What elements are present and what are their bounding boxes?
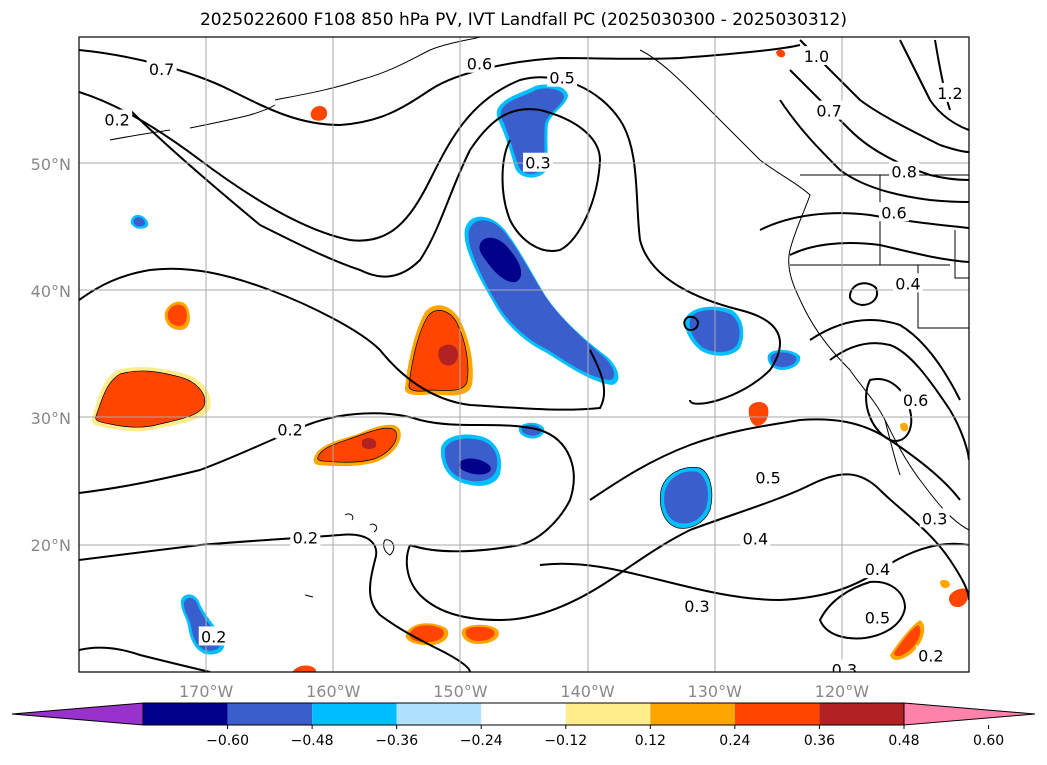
colorbar-extend-low xyxy=(11,702,144,726)
colorbar-cell xyxy=(143,703,228,725)
contour-label-text: 0.3 xyxy=(525,154,550,173)
contour-label: 0.6 xyxy=(464,53,495,74)
colorbar-tick-label: 0.24 xyxy=(719,733,750,749)
colorbar-tick-label: −0.36 xyxy=(375,733,418,749)
contour-label: 0.2 xyxy=(290,527,321,547)
colorbar-cell xyxy=(819,703,904,725)
positive-pv-shading xyxy=(91,49,969,672)
contour-label-text: 0.5 xyxy=(755,469,780,488)
colorbar-cell xyxy=(312,703,397,725)
contour-label-text: 0.2 xyxy=(277,420,302,439)
colorbar-cell xyxy=(565,703,651,725)
shading-outlines xyxy=(95,310,713,529)
contour-label: 0.5 xyxy=(862,607,893,627)
colorbar-cell xyxy=(481,703,566,725)
contour-label: 0.5 xyxy=(547,67,578,88)
lon-tick-label: 150°W xyxy=(433,682,488,701)
contour-labels: 0.7 0.6 0.5 0.2 1.0 0.7 1.2 0.3 0.8 0.6 0.4 0.6 0.2 0… xyxy=(102,46,965,679)
contour-label-text: 0.5 xyxy=(549,69,574,88)
map-title: 2025022600 F108 850 hPa PV, IVT Landfall… xyxy=(199,10,847,30)
lat-tick-label: 20°N xyxy=(31,536,71,555)
latitude-labels: 50°N 40°N 30°N 20°N xyxy=(31,155,71,555)
contour-label: 0.8 xyxy=(889,161,920,182)
contour-label-text: 0.2 xyxy=(201,627,226,646)
colorbar: −0.60 −0.48 −0.36 −0.24 −0.12 0.12 0.24 0.36 0.4… xyxy=(11,702,1036,749)
lat-tick-label: 50°N xyxy=(31,155,71,174)
contour-label-text: 0.6 xyxy=(903,391,928,410)
contour-label-text: 0.4 xyxy=(865,560,890,579)
colorbar-cell xyxy=(650,703,735,725)
lon-tick-label: 140°W xyxy=(560,682,615,701)
contour-label: 0.2 xyxy=(915,645,946,665)
contour-label: 0.3 xyxy=(829,659,860,679)
colorbar-tick-label: 0.36 xyxy=(804,733,835,749)
contour-label-text: 0.7 xyxy=(149,60,174,79)
contour-label-text: 0.5 xyxy=(865,608,890,627)
contour-label: 0.4 xyxy=(892,273,923,293)
colorbar-tick-label: −0.60 xyxy=(206,733,249,749)
contour-label-text: 1.2 xyxy=(937,84,962,103)
lon-tick-label: 120°W xyxy=(815,682,870,701)
contour-label-text: 0.6 xyxy=(881,203,906,222)
contour-label-text: 0.2 xyxy=(293,528,318,547)
contour-label: 0.6 xyxy=(878,202,909,222)
colorbar-tick-label: 0.12 xyxy=(635,733,666,749)
contour-label: 0.2 xyxy=(102,109,133,130)
contour-label-text: 0.4 xyxy=(743,530,768,549)
contour-label-text: 0.6 xyxy=(467,55,492,74)
contour-label-text: 0.2 xyxy=(918,646,943,665)
contour-label: 0.4 xyxy=(862,559,893,579)
contour-label: 1.2 xyxy=(934,82,965,103)
contour-label: 0.7 xyxy=(146,58,177,79)
pv-contours xyxy=(79,39,969,672)
lat-tick-label: 30°N xyxy=(31,409,71,428)
contour-label-text: 0.4 xyxy=(895,274,920,293)
contour-label-text: 0.3 xyxy=(922,509,947,528)
contour-label: 0.3 xyxy=(681,595,712,616)
lon-tick-label: 160°W xyxy=(306,682,361,701)
contour-label-text: 0.8 xyxy=(891,163,916,182)
contour-label: 0.6 xyxy=(900,390,931,410)
contour-label-text: 0.2 xyxy=(104,111,129,130)
contour-label: 0.2 xyxy=(275,419,306,439)
map-frame xyxy=(78,36,970,673)
contour-label-text: 1.0 xyxy=(804,47,829,66)
contour-label: 1.0 xyxy=(801,46,832,66)
contour-label-text: 0.3 xyxy=(832,660,857,679)
lon-tick-label: 130°W xyxy=(688,682,743,701)
lon-tick-label: 170°W xyxy=(179,682,234,701)
contour-label: 0.5 xyxy=(753,467,784,488)
contour-label: 0.3 xyxy=(919,508,950,528)
colorbar-tick-label: 0.48 xyxy=(888,733,919,749)
colorbar-cell xyxy=(227,703,313,725)
colorbar-cell xyxy=(734,703,820,725)
longitude-labels: 170°W 160°W 150°W 140°W 130°W 120°W xyxy=(179,682,869,701)
colorbar-tick-label: −0.24 xyxy=(460,733,503,749)
colorbar-tick-label: 0.60 xyxy=(973,733,1004,749)
contour-label: 0.4 xyxy=(740,528,771,549)
lat-tick-label: 40°N xyxy=(31,282,71,301)
colorbar-cell xyxy=(396,703,482,725)
contour-label-text: 0.7 xyxy=(816,102,841,121)
contour-label-text: 0.3 xyxy=(684,597,709,616)
contour-label: 0.7 xyxy=(814,100,845,121)
colorbar-frame xyxy=(142,702,905,726)
contour-label: 0.2 xyxy=(198,626,229,646)
contour-label: 0.3 xyxy=(522,152,553,173)
colorbar-tick-label: −0.12 xyxy=(544,733,587,749)
colorbar-extend-high xyxy=(903,702,1036,726)
colorbar-tick-label: −0.48 xyxy=(291,733,334,749)
